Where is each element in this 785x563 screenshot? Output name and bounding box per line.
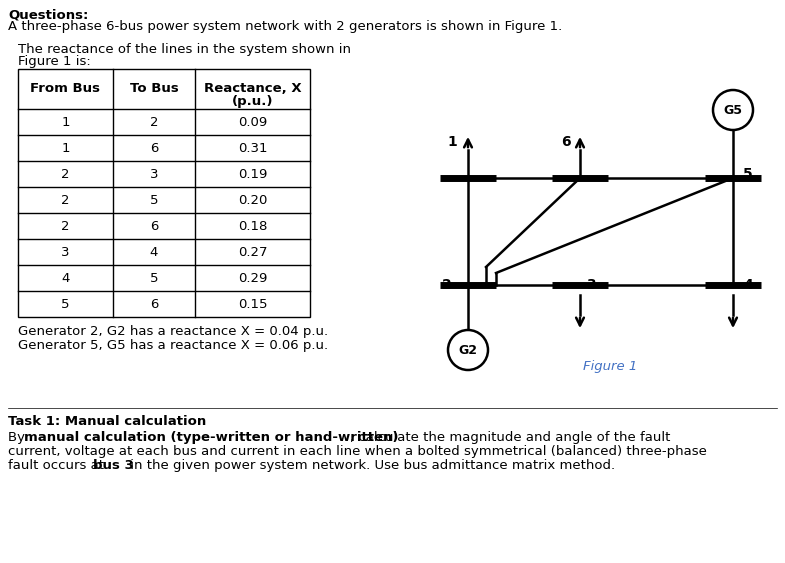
Text: fault occurs at: fault occurs at: [8, 459, 108, 472]
Text: 4: 4: [743, 278, 753, 292]
Text: 2: 2: [442, 278, 452, 292]
Text: 5: 5: [743, 167, 753, 181]
Text: 5: 5: [61, 297, 70, 311]
Text: Questions:: Questions:: [8, 8, 89, 21]
Text: Generator 2, G2 has a reactance X = 0.04 p.u.: Generator 2, G2 has a reactance X = 0.04…: [18, 325, 328, 338]
Text: 0.19: 0.19: [238, 168, 267, 181]
Text: From Bus: From Bus: [31, 83, 100, 96]
Text: G5: G5: [724, 104, 743, 117]
Text: 6: 6: [150, 297, 159, 311]
Text: current, voltage at each bus and current in each line when a bolted symmetrical : current, voltage at each bus and current…: [8, 445, 706, 458]
Text: Figure 1 is:: Figure 1 is:: [18, 55, 91, 68]
Text: 0.09: 0.09: [238, 115, 267, 128]
Text: , calculate the magnitude and angle of the fault: , calculate the magnitude and angle of t…: [350, 431, 670, 444]
Text: 5: 5: [150, 194, 159, 207]
Text: manual calculation (type-written or hand-written): manual calculation (type-written or hand…: [24, 431, 399, 444]
Text: 0.20: 0.20: [238, 194, 267, 207]
Text: G2: G2: [458, 343, 477, 356]
Text: A three-phase 6-bus power system network with 2 generators is shown in Figure 1.: A three-phase 6-bus power system network…: [8, 20, 562, 33]
Text: 0.31: 0.31: [238, 141, 267, 154]
Text: By: By: [8, 431, 29, 444]
Text: 4: 4: [61, 271, 70, 284]
Text: 2: 2: [150, 115, 159, 128]
Text: 1: 1: [447, 135, 457, 149]
Text: 2: 2: [61, 168, 70, 181]
Text: Task 1: Manual calculation: Task 1: Manual calculation: [8, 415, 206, 428]
Text: Reactance, X: Reactance, X: [203, 82, 301, 95]
Text: 2: 2: [61, 220, 70, 233]
Text: 6: 6: [150, 220, 159, 233]
Text: 1: 1: [61, 141, 70, 154]
Text: 3: 3: [586, 278, 596, 292]
Text: 0.18: 0.18: [238, 220, 267, 233]
Text: in the given power system network. Use bus admittance matrix method.: in the given power system network. Use b…: [126, 459, 615, 472]
Text: 1: 1: [61, 115, 70, 128]
Text: 6: 6: [150, 141, 159, 154]
Text: 6: 6: [561, 135, 571, 149]
Text: 5: 5: [150, 271, 159, 284]
Text: (p.u.): (p.u.): [232, 95, 273, 108]
Text: 0.15: 0.15: [238, 297, 267, 311]
Text: 4: 4: [150, 245, 159, 258]
Text: 2: 2: [61, 194, 70, 207]
Text: 3: 3: [61, 245, 70, 258]
Text: The reactance of the lines in the system shown in: The reactance of the lines in the system…: [18, 43, 351, 56]
Bar: [18, 69, 310, 317]
Text: Figure 1: Figure 1: [583, 360, 637, 373]
Text: 3: 3: [150, 168, 159, 181]
Text: Generator 5, G5 has a reactance X = 0.06 p.u.: Generator 5, G5 has a reactance X = 0.06…: [18, 339, 328, 352]
Text: 0.29: 0.29: [238, 271, 267, 284]
Text: To Bus: To Bus: [130, 83, 178, 96]
Text: 0.27: 0.27: [238, 245, 267, 258]
Text: bus 3: bus 3: [93, 459, 133, 472]
